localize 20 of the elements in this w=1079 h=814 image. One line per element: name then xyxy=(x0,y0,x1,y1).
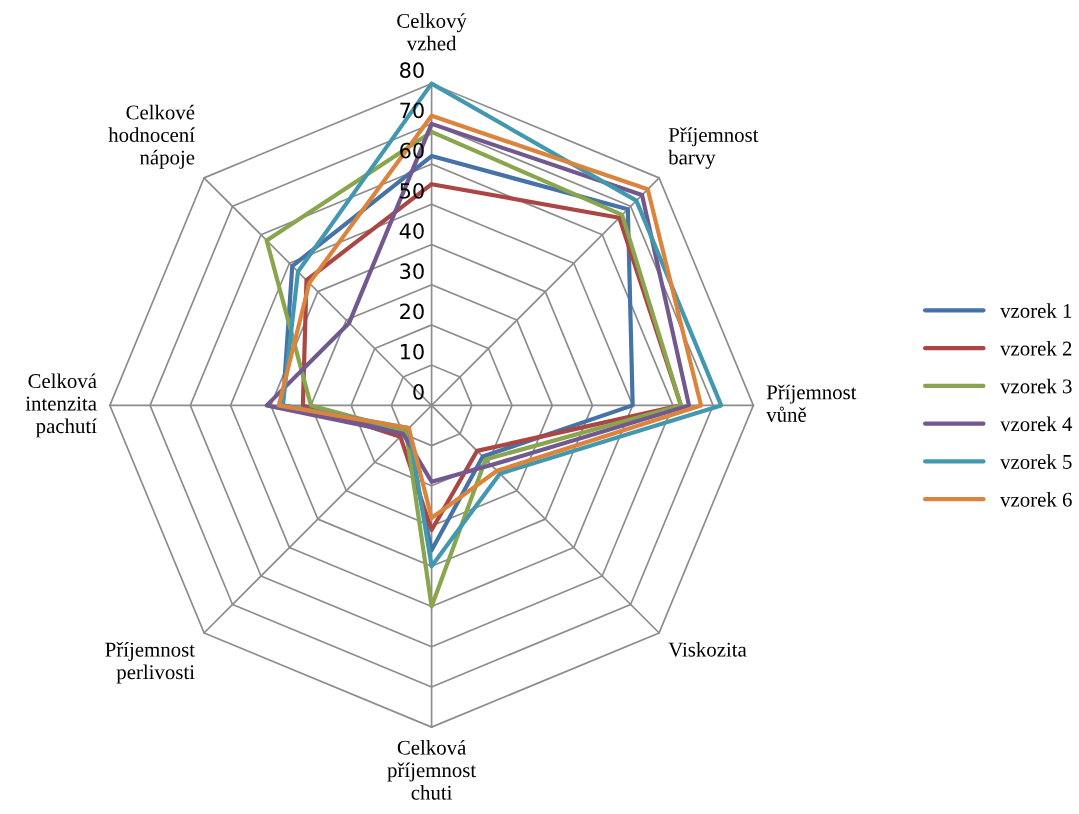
legend-label: vzorek 6 xyxy=(1000,492,1072,507)
spoke-label: Celková intenzita pachutí xyxy=(25,373,97,438)
spoke-label: Celkový vzhed xyxy=(397,13,467,51)
y-tick-label: 20 xyxy=(400,303,424,320)
legend-label: vzorek 3 xyxy=(1000,378,1072,394)
spoke-label: Příjemnost perlivosti xyxy=(105,642,195,684)
legend-label: vzorek 4 xyxy=(1000,416,1073,432)
y-tick-label: 0 xyxy=(413,383,424,400)
spoke-label: Celkové hodnocení nápoje xyxy=(108,104,195,169)
spoke-label: Celková příjemnost chuti xyxy=(387,739,477,800)
legend-label: vzorek 5 xyxy=(1000,454,1072,469)
y-tick-label: 10 xyxy=(400,343,424,360)
y-tick-label: 80 xyxy=(400,62,424,79)
y-tick-label: 30 xyxy=(400,263,424,280)
spoke-label: Příjemnost barvy xyxy=(668,127,759,169)
spoke-label: Příjemnost vůně xyxy=(766,384,857,422)
spoke-label: Viskozita xyxy=(668,642,747,657)
legend-label: vzorek 1 xyxy=(1000,303,1072,318)
y-tick-label: 40 xyxy=(399,223,424,239)
legend-label: vzorek 2 xyxy=(1000,340,1072,356)
